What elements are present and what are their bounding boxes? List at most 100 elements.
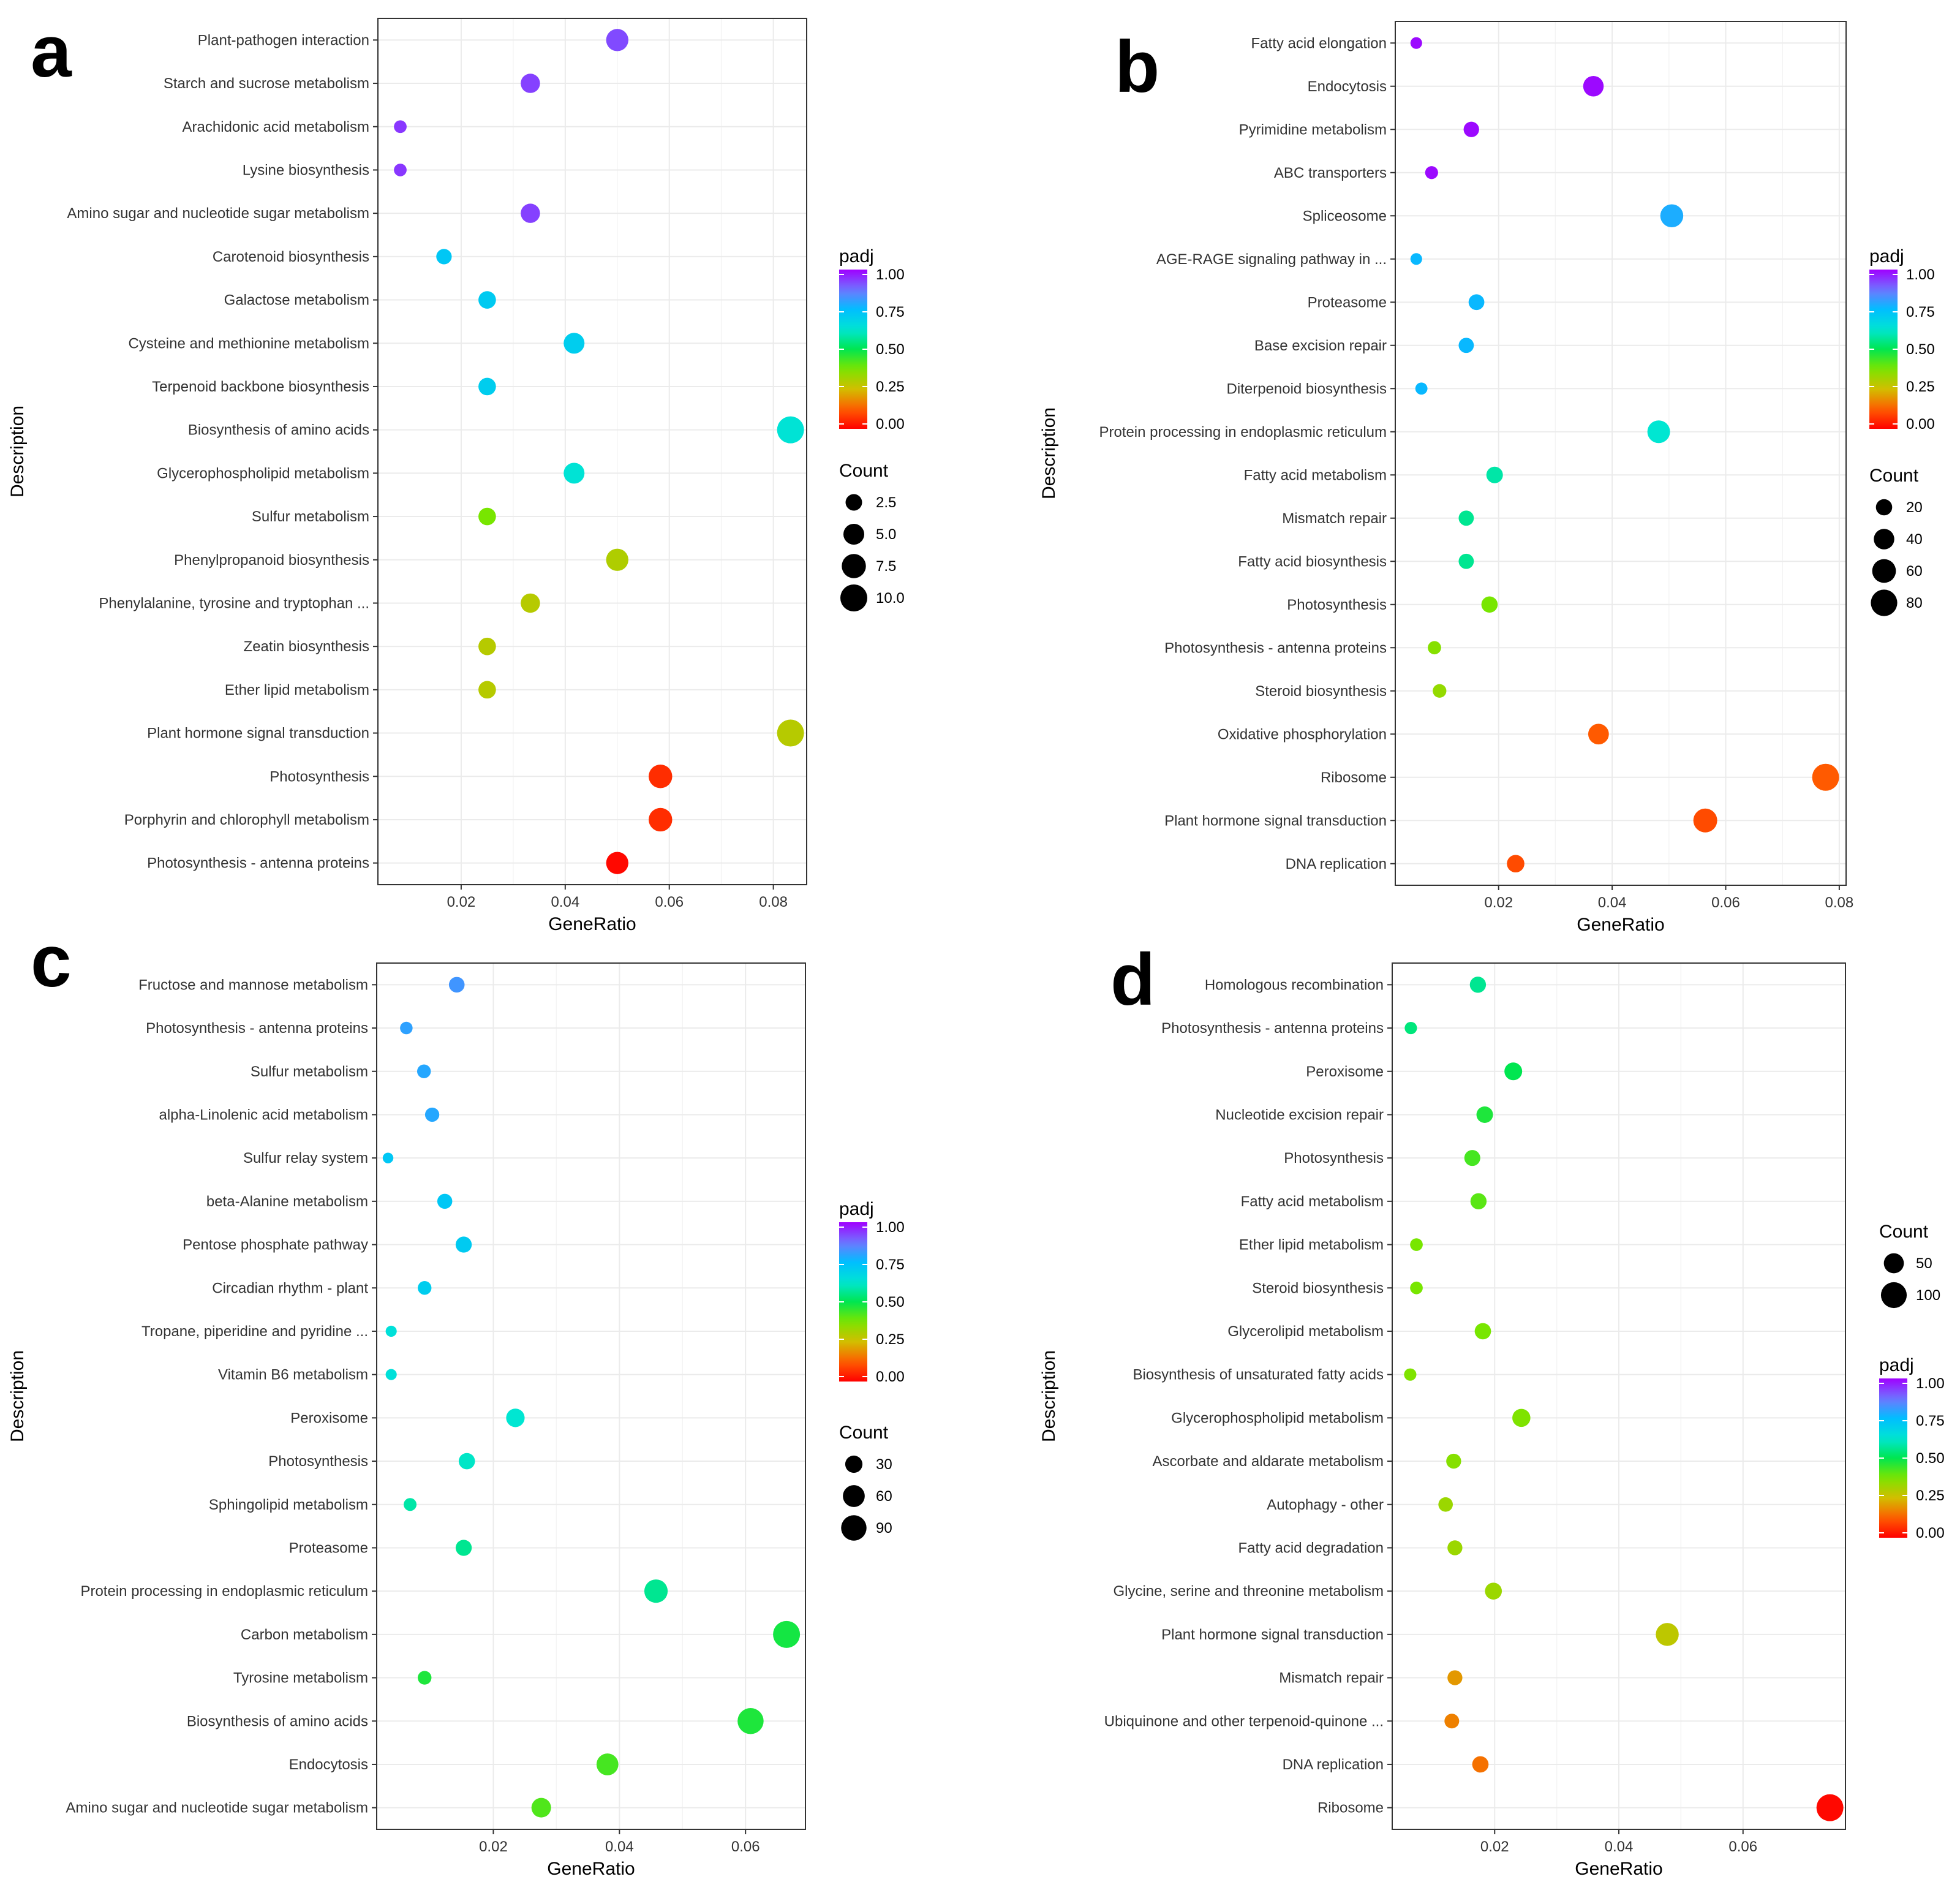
- category-label: Glycerophospholipid metabolism: [157, 465, 369, 482]
- count-legend-title: Count: [1869, 466, 1919, 486]
- category-label: Photosynthesis: [1284, 1150, 1384, 1166]
- data-point: [1693, 808, 1717, 833]
- data-point: [404, 1498, 417, 1511]
- category-label: Amino sugar and nucleotide sugar metabol…: [66, 1800, 368, 1816]
- y-axis-title: Description: [7, 406, 28, 497]
- data-point: [1660, 204, 1684, 228]
- count-legend-label: 100: [1916, 1287, 1940, 1304]
- colorbar-label: 0.75: [876, 304, 905, 320]
- data-point: [564, 333, 585, 354]
- data-point: [1404, 1021, 1417, 1035]
- plot-background: [378, 18, 807, 885]
- count-legend-title: Count: [839, 1423, 889, 1443]
- panel-letter: c: [31, 920, 72, 1002]
- data-point: [1404, 1368, 1417, 1381]
- data-point: [437, 1193, 453, 1209]
- data-point: [455, 1236, 472, 1253]
- category-label: Glycerophospholipid metabolism: [1171, 1410, 1384, 1426]
- x-tick-label: 0.04: [605, 1839, 634, 1855]
- category-label: Ribosome: [1321, 769, 1387, 786]
- data-point: [596, 1753, 619, 1775]
- data-point: [606, 548, 628, 571]
- category-label: Ascorbate and aldarate metabolism: [1152, 1453, 1384, 1470]
- data-point: [394, 164, 407, 176]
- data-point: [1583, 76, 1604, 97]
- data-point: [1463, 121, 1479, 137]
- category-label: Mismatch repair: [1279, 1670, 1384, 1687]
- data-point: [564, 463, 585, 484]
- data-point: [649, 765, 673, 788]
- data-point: [773, 1620, 801, 1648]
- data-point: [777, 416, 804, 444]
- data-point: [1410, 1238, 1423, 1251]
- category-label: Proteasome: [1308, 294, 1387, 311]
- colorbar-label: 0.50: [876, 341, 905, 358]
- count-legend-title: Count: [839, 461, 889, 481]
- category-label: Fatty acid biosynthesis: [1238, 553, 1387, 570]
- data-point: [478, 637, 496, 656]
- data-point: [1415, 382, 1428, 395]
- colorbar-label: 0.50: [1916, 1450, 1945, 1467]
- count-legend-key: [1875, 499, 1893, 516]
- data-point: [436, 249, 452, 265]
- category-label: Steroid biosynthesis: [1255, 683, 1387, 700]
- category-label: Plant-pathogen interaction: [198, 32, 369, 48]
- category-label: beta-Alanine metabolism: [206, 1193, 368, 1210]
- category-label: Porphyrin and chlorophyll metabolism: [124, 812, 369, 828]
- colorbar-label: 0.00: [876, 1369, 905, 1385]
- count-legend-key: [1880, 1282, 1907, 1309]
- data-point: [1656, 1623, 1679, 1646]
- data-point: [1512, 1408, 1531, 1427]
- data-point: [644, 1579, 668, 1603]
- category-label: Protein processing in endoplasmic reticu…: [1099, 424, 1387, 440]
- data-point: [1425, 166, 1438, 180]
- count-legend-key: [845, 1455, 863, 1473]
- data-point: [1433, 684, 1447, 698]
- category-label: Base excision repair: [1254, 338, 1387, 354]
- colorbar-label: 0.50: [1906, 341, 1935, 358]
- plot-background: [1395, 21, 1846, 885]
- data-point: [606, 852, 628, 874]
- count-legend-key: [1871, 589, 1898, 616]
- data-point: [418, 1671, 432, 1685]
- data-point: [737, 1707, 764, 1734]
- data-point: [478, 507, 496, 526]
- category-label: Biosynthesis of amino acids: [187, 1713, 368, 1729]
- x-tick-label: 0.02: [447, 894, 476, 910]
- data-point: [1410, 253, 1422, 265]
- category-label: alpha-Linolenic acid metabolism: [159, 1106, 368, 1123]
- data-point: [478, 377, 496, 396]
- category-label: Ubiquinone and other terpenoid-quinone .…: [1104, 1713, 1384, 1729]
- colorbar-label: 1.00: [876, 1219, 905, 1236]
- category-label: Fatty acid metabolism: [1241, 1193, 1384, 1210]
- data-point: [606, 29, 628, 51]
- data-point: [531, 1797, 551, 1818]
- panel-c: Fructose and mannose metabolism Photosynt…: [7, 920, 905, 1879]
- category-label: Sulfur relay system: [243, 1150, 368, 1166]
- data-point: [1444, 1714, 1460, 1729]
- category-label: Homologous recombination: [1205, 977, 1384, 993]
- x-tick-label: 0.02: [1480, 1839, 1509, 1855]
- category-label: Plant hormone signal transduction: [1161, 1627, 1384, 1643]
- count-legend-label: 80: [1906, 595, 1923, 611]
- category-label: Autophagy - other: [1267, 1497, 1384, 1513]
- category-label: Photosynthesis - antenna proteins: [1164, 640, 1387, 656]
- x-tick-label: 0.08: [1825, 894, 1854, 911]
- data-point: [521, 203, 540, 223]
- category-label: Photosynthesis - antenna proteins: [1161, 1020, 1384, 1037]
- category-label: ABC transporters: [1274, 165, 1387, 181]
- category-label: Endocytosis: [289, 1756, 368, 1773]
- panel-b: Fatty acid elongation Endocytosis Pyrimidi…: [1039, 21, 1935, 935]
- category-label: Photosynthesis - antenna proteins: [147, 855, 369, 872]
- count-legend-key: [842, 554, 866, 578]
- category-label: Protein processing in endoplasmic reticu…: [80, 1583, 368, 1600]
- category-label: Plant hormone signal transduction: [147, 725, 369, 742]
- category-label: Steroid biosynthesis: [1252, 1280, 1384, 1296]
- padj-legend-title: padj: [839, 246, 874, 266]
- category-label: Fatty acid degradation: [1238, 1540, 1384, 1556]
- y-axis-title: Description: [1039, 407, 1059, 499]
- category-label: Oxidative phosphorylation: [1218, 726, 1387, 743]
- category-label: Pyrimidine metabolism: [1239, 121, 1387, 138]
- data-point: [521, 74, 540, 93]
- category-label: Photosynthesis - antenna proteins: [146, 1020, 368, 1037]
